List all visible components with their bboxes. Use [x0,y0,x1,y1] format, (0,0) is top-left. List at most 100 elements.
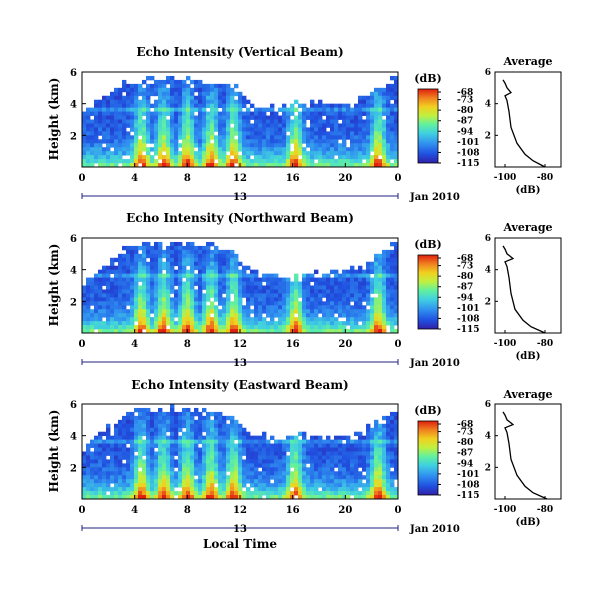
heatmap-cell [278,301,283,306]
heatmap-cell [174,419,179,425]
heatmap-cell [226,285,231,290]
heatmap-cell [162,159,167,164]
heatmap-cell [98,151,103,156]
heatmap-cell [150,265,155,271]
heatmap-cell [238,487,243,492]
heatmap-cell [338,297,343,302]
heatmap-cell [334,103,339,109]
heatmap-cell [270,475,275,480]
heatmap-cell [210,463,215,468]
heatmap-cell [178,297,183,302]
heatmap-cell [246,143,251,148]
heatmap-cell [90,123,95,128]
heatmap-cell [166,111,171,116]
heatmap-cell [370,301,375,306]
heatmap-cell [114,487,119,492]
heatmap-cell [250,127,255,132]
heatmap-cell [242,289,247,294]
heatmap-cell [346,147,351,152]
heatmap-cell [186,427,191,433]
heatmap-cell [386,313,391,318]
heatmap-cell [266,281,271,286]
heatmap-cell [394,87,399,93]
heatmap-cell [262,305,267,310]
heatmap-cell [298,131,303,136]
heatmap-cell [262,435,267,441]
heatmap-cell [370,127,375,132]
heatmap-cell [378,277,383,282]
heatmap-cell [170,471,175,476]
heatmap-cell [370,479,375,484]
heatmap-cell [182,261,187,267]
heatmap-cell [302,329,307,334]
heatmap-cell [102,329,107,334]
heatmap-cell [326,321,331,326]
heatmap-cell [130,115,135,120]
heatmap-cell [218,297,223,302]
heatmap-cell [194,467,199,472]
heatmap-cell [218,309,223,314]
heatmap-cell [154,265,159,271]
heatmap-cell [198,123,203,128]
heatmap-cell [378,495,383,500]
heatmap-cell [310,123,315,128]
heatmap-cell [98,439,103,444]
heatmap-cell [210,301,215,306]
heatmap-cell [194,257,199,263]
heatmap-cell [198,487,203,492]
heatmap-cell [94,467,99,472]
heatmap-cell [310,483,315,488]
heatmap-cell [362,135,367,140]
heatmap-cell [186,163,191,168]
heatmap-cell [378,151,383,156]
heatmap-cell [226,301,231,306]
heatmap-cell [290,447,295,452]
heatmap-cell [126,483,131,488]
heatmap-cell [394,447,399,452]
heatmap-cell [310,463,315,468]
heatmap-cell [154,301,159,306]
heatmap-cell [270,313,275,318]
heatmap-cell [106,119,111,124]
x-tick-label: 4 [131,505,138,516]
avg-x-tick-label: -80 [537,339,553,349]
heatmap-cell [182,305,187,310]
heatmap-cell [370,123,375,128]
heatmap-cell [326,131,331,136]
heatmap-cell [174,249,179,255]
heatmap-cell [126,285,131,290]
heatmap-cell [222,147,227,152]
heatmap-cell [106,427,111,433]
heatmap-cell [94,289,99,294]
heatmap-cell [278,325,283,330]
heatmap-cell [130,305,135,310]
heatmap-cell [86,127,91,132]
heatmap-cell [234,321,239,326]
heatmap-cell [194,495,199,500]
heatmap-cell [142,317,147,322]
heatmap-cell [370,495,375,500]
heatmap-cell [282,475,287,480]
heatmap-cell [170,95,175,101]
heatmap-cell [146,151,151,156]
heatmap-cell [202,281,207,286]
heatmap-cell [222,103,227,109]
heatmap-cell [174,257,179,263]
heatmap-cell [390,111,395,116]
heatmap-cell [314,447,319,452]
heatmap-cell [266,451,271,456]
heatmap-cell [186,139,191,144]
heatmap-cell [106,459,111,464]
heatmap-cell [266,163,271,168]
heatmap-cell [214,463,219,468]
heatmap-cell [234,463,239,468]
colorbar-gradient [417,420,439,496]
heatmap-cell [334,325,339,330]
heatmap-cell [366,439,371,444]
heatmap-cell [90,135,95,140]
heatmap-cell [198,479,203,484]
heatmap-cell [302,119,307,124]
heatmap-cell [82,463,87,468]
heatmap-cell [190,277,195,282]
heatmap-cell [118,155,123,160]
